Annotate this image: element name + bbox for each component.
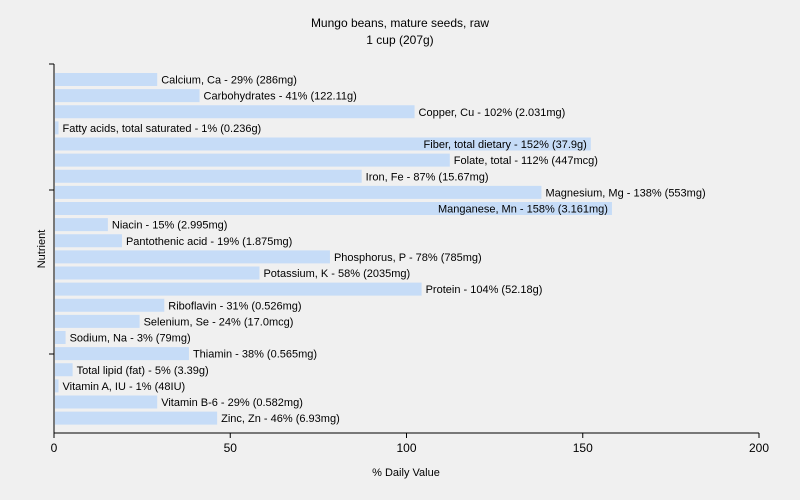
bar xyxy=(55,105,415,119)
bar xyxy=(55,121,59,135)
bar xyxy=(55,298,165,312)
bar xyxy=(55,411,218,425)
bar-label: Niacin - 15% (2.995mg) xyxy=(112,220,228,232)
bar-label: Calcium, Ca - 29% (286mg) xyxy=(161,75,297,87)
bar-label: Thiamin - 38% (0.565mg) xyxy=(193,349,317,361)
bar xyxy=(55,89,200,103)
bar-label: Folate, total - 112% (447mcg) xyxy=(454,155,598,167)
axes-group: 0 50 100 150 200 xyxy=(49,63,769,455)
chart-subtitle: 1 cup (207g) xyxy=(366,33,433,47)
bar-label: Riboflavin - 31% (0.526mg) xyxy=(168,300,301,312)
bar xyxy=(55,395,158,409)
bar xyxy=(55,73,158,86)
bar xyxy=(55,266,260,280)
bar-label: Phosphorus, P - 78% (785mg) xyxy=(334,252,482,264)
bar xyxy=(55,250,330,264)
bar xyxy=(55,347,189,361)
bar xyxy=(55,234,122,248)
x-tick-label: 100 xyxy=(396,441,416,455)
bar xyxy=(55,185,542,199)
bar-label: Selenium, Se - 24% (17.0mcg) xyxy=(144,316,294,328)
bar-label: Magnesium, Mg - 138% (553mg) xyxy=(545,187,705,199)
bar xyxy=(55,282,422,296)
bar xyxy=(55,379,59,393)
x-tick-label: 200 xyxy=(749,441,769,455)
bar xyxy=(55,202,612,215)
bar-label: Potassium, K - 58% (2035mg) xyxy=(263,268,410,280)
bar-label: Carbohydrates - 41% (122.11g) xyxy=(204,91,357,103)
x-tick-label: 50 xyxy=(224,441,238,455)
bar-label: Vitamin A, IU - 1% (48IU) xyxy=(63,381,186,393)
bar-label: Protein - 104% (52.18g) xyxy=(426,284,543,296)
bar xyxy=(55,169,362,183)
bar-label: Sodium, Na - 3% (79mg) xyxy=(70,333,191,345)
bar xyxy=(55,153,450,167)
y-axis-label: Nutrient xyxy=(36,230,48,269)
bar-label: Copper, Cu - 102% (2.031mg) xyxy=(419,107,566,119)
bars-group: Calcium, Ca - 29% (286mg) Carbohydrates -… xyxy=(55,73,706,425)
bar xyxy=(55,331,66,344)
bar-label: Total lipid (fat) - 5% (3.39g) xyxy=(77,365,209,377)
bar-label: Iron, Fe - 87% (15.67mg) xyxy=(366,171,489,183)
x-tick-label: 150 xyxy=(573,441,593,455)
bar xyxy=(55,363,73,377)
bar-label: Fatty acids, total saturated - 1% (0.236… xyxy=(63,123,262,135)
bar-label: Pantothenic acid - 19% (1.875mg) xyxy=(126,236,292,248)
bar-label: Fiber, total dietary - 152% (37.9g) xyxy=(424,139,587,151)
bar-label: Zinc, Zn - 46% (6.93mg) xyxy=(221,413,340,425)
chart-title: Mungo beans, mature seeds, raw xyxy=(311,16,489,30)
bar xyxy=(55,137,591,151)
x-axis-label: % Daily Value xyxy=(372,467,440,479)
bar-label: Manganese, Mn - 158% (3.161mg) xyxy=(438,204,608,216)
bar xyxy=(55,218,108,232)
bar xyxy=(55,314,140,328)
bar-label: Vitamin B-6 - 29% (0.582mg) xyxy=(161,397,303,409)
x-tick-label: 0 xyxy=(51,441,58,455)
